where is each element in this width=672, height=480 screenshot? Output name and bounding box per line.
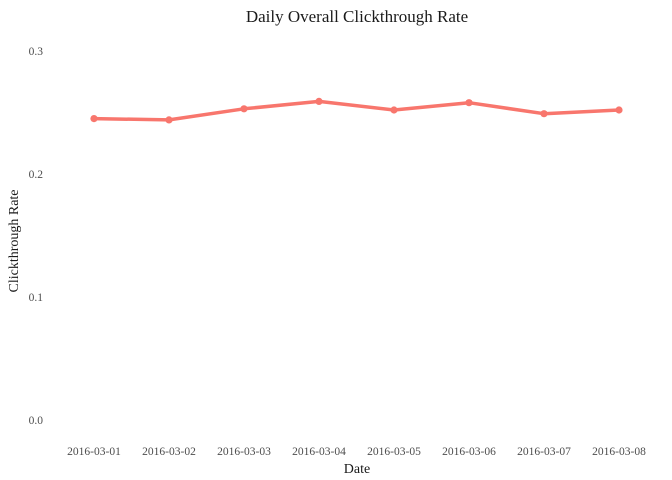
x-tick-label: 2016-03-04: [292, 446, 346, 458]
y-axis-title: Clickthrough Rate: [7, 189, 22, 292]
data-point: [165, 116, 173, 124]
y-tick-label: 0.1: [29, 292, 44, 304]
data-point: [615, 106, 623, 114]
data-point: [90, 115, 98, 123]
series-layer: [90, 97, 623, 124]
data-point: [315, 97, 323, 105]
x-tick-label: 2016-03-01: [67, 446, 121, 458]
x-tick-label: 2016-03-02: [142, 446, 196, 458]
series-line: [92, 99, 621, 122]
x-axis-title: Date: [344, 462, 370, 477]
x-tick-label: 2016-03-07: [517, 446, 571, 458]
y-axis-ticks: 0.0 0.1 0.2 0.3: [29, 46, 44, 427]
data-point: [390, 106, 398, 114]
data-point: [540, 110, 548, 118]
x-tick-label: 2016-03-05: [367, 446, 421, 458]
x-tick-label: 2016-03-08: [592, 446, 646, 458]
x-axis-ticks: 2016-03-01 2016-03-02 2016-03-03 2016-03-04…: [67, 446, 646, 458]
y-tick-label: 0.0: [29, 415, 44, 427]
x-tick-label: 2016-03-06: [442, 446, 496, 458]
chart-title: Daily Overall Clickthrough Rate: [246, 7, 468, 26]
data-point: [240, 105, 248, 113]
y-tick-label: 0.2: [29, 169, 44, 181]
y-tick-label: 0.3: [29, 46, 44, 58]
x-tick-label: 2016-03-03: [217, 446, 271, 458]
data-point: [465, 99, 473, 107]
